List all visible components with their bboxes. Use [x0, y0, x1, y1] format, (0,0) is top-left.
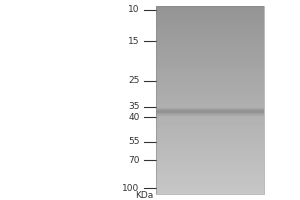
Text: 10: 10	[128, 5, 140, 14]
Text: 70: 70	[128, 156, 140, 165]
Text: 35: 35	[128, 102, 140, 111]
Text: 55: 55	[128, 137, 140, 146]
Text: 15: 15	[128, 37, 140, 46]
Text: KDa: KDa	[135, 191, 153, 200]
Text: 25: 25	[128, 76, 140, 85]
Text: 100: 100	[122, 184, 140, 193]
Text: 40: 40	[128, 113, 140, 122]
